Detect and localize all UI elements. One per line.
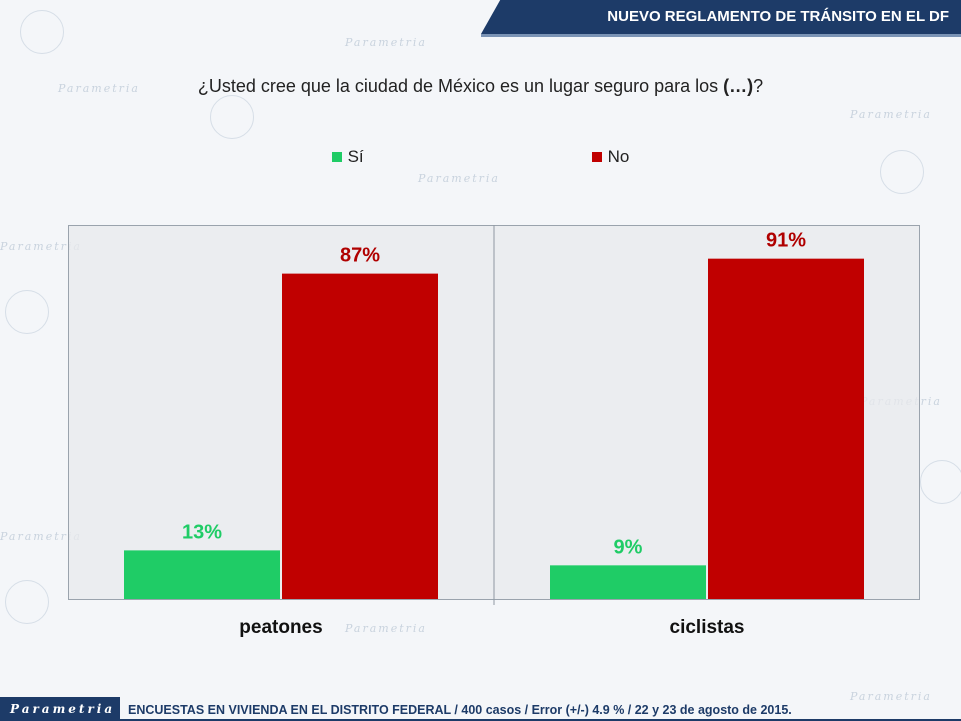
footer-logo: Parametria [0,697,120,721]
question-prefix: ¿Usted cree que la ciudad de México es u… [197,76,724,96]
question-suffix: ? [753,76,764,96]
legend-label-si: Sí [347,147,364,166]
header-divider [481,34,961,37]
page-title-banner: NUEVO REGLAMENTO DE TRÁNSITO EN EL DF [481,0,961,34]
category-label-ciclistas: ciclistas [670,617,745,638]
footer-caption: ENCUESTAS EN VIVIENDA EN EL DISTRITO FED… [128,703,792,717]
chart-legend: Sí No [0,147,961,167]
footer-divider [120,719,961,721]
legend-item-si: Sí [331,147,364,167]
watermark-text: Parametria [0,530,82,543]
watermark-text: Parametria [850,108,932,121]
watermark-text: Parametria [850,690,932,703]
question-ellipsis: (…) [723,76,754,96]
legend-swatch-si [331,152,342,162]
watermark-circle [210,95,254,139]
legend-label-no: No [607,147,630,166]
chart-question: ¿Usted cree que la ciudad de México es u… [0,76,961,97]
watermark-circle [20,10,64,54]
watermark-circle [880,150,924,194]
legend-item-no: No [591,147,630,167]
watermark-circle [920,460,961,504]
watermark-text: Parametria [58,82,140,95]
watermark-circle [5,580,49,624]
watermark-circle [5,290,49,334]
page-title: NUEVO REGLAMENTO DE TRÁNSITO EN EL DF [607,8,949,25]
category-label-peatones: peatones [239,617,322,638]
watermark-text: Parametria [0,240,82,253]
watermark-text: Parametria [418,172,500,185]
legend-swatch-no [591,152,602,162]
plot-area [68,225,920,600]
watermark-text: Parametria [345,622,427,635]
watermark-text: Parametria [345,36,427,49]
